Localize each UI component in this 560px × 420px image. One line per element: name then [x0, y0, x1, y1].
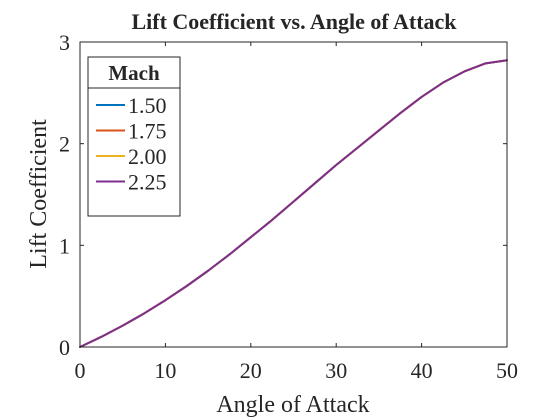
- y-tick-label: 3: [59, 30, 70, 55]
- x-tick-label: 20: [240, 358, 262, 383]
- x-axis-label: Angle of Attack: [216, 392, 369, 418]
- legend-entry-label: 2.00: [128, 144, 167, 169]
- legend-entries: 1.501.752.002.25: [96, 93, 167, 195]
- y-tick-label: 1: [59, 233, 70, 258]
- legend-box: [87, 56, 181, 217]
- x-tick-label: 0: [75, 358, 86, 383]
- ticks: 0 10 20 30 40 50 0 1 2 3: [59, 30, 518, 383]
- x-tick-label: 40: [411, 358, 433, 383]
- x-tick-label: 50: [496, 358, 518, 383]
- legend-entry-label: 2.25: [128, 170, 167, 195]
- x-tick-label: 10: [154, 358, 176, 383]
- y-tick-label: 2: [59, 132, 70, 157]
- x-tick-label: 30: [325, 358, 347, 383]
- chart-title: Lift Coefficient vs. Angle of Attack: [131, 9, 457, 34]
- legend-title: Mach: [108, 61, 160, 85]
- legend-entry-label: 1.50: [128, 93, 167, 118]
- series-line-mach-2.25: [79, 59, 508, 348]
- series-layer: [79, 59, 508, 348]
- y-axis-label: Lift Coefficient: [26, 119, 52, 269]
- y-tick-label: 0: [59, 335, 70, 360]
- legend-entry-label: 1.75: [128, 119, 167, 144]
- legend: Mach 1.501.752.002.25: [87, 56, 181, 217]
